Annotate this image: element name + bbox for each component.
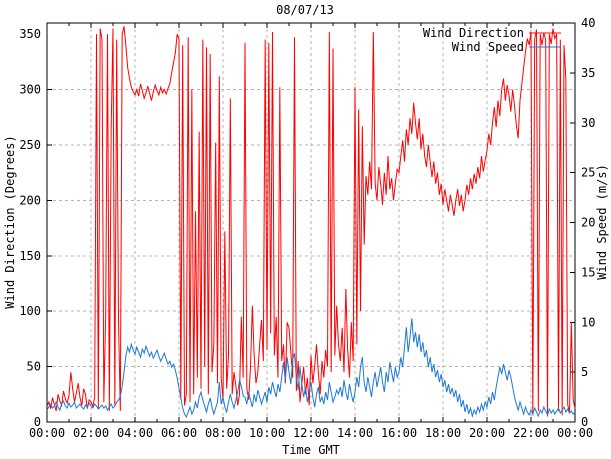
y-left-tick-label: 350 [19,27,41,41]
y-left-tick-label: 200 [19,193,41,207]
axis-ticks [46,22,576,423]
x-tick-label: 12:00 [293,426,329,440]
x-tick-label: 08:00 [205,426,241,440]
y-right-tick-label: 35 [581,66,595,80]
x-tick-label: 16:00 [381,426,417,440]
x-tick-label: 06:00 [161,426,197,440]
x-tick-label: 04:00 [117,426,153,440]
y-right-tick-label: 5 [581,365,588,379]
x-tick-label: 00:00 [557,426,593,440]
x-tick-label: 20:00 [469,426,505,440]
plot-border [46,22,576,423]
x-tick-label: 00:00 [29,426,65,440]
y-right-tick-label: 10 [581,315,595,329]
y-right-tick-label: 20 [581,216,595,230]
legend-label-wind-direction: Wind Direction [423,26,524,40]
series-wind-direction [46,26,576,417]
y-left-tick-label: 250 [19,138,41,152]
y-axis-right-label: Wind Speed (m/s) [595,164,609,280]
y-left-tick-label: 0 [34,415,41,429]
y-right-tick-labels: 0 5 10 15 20 25 30 35 40 [581,16,595,429]
y-right-tick-label: 40 [581,16,595,30]
y-left-tick-labels: 0 50 100 150 200 250 300 350 [19,27,41,429]
x-axis-label: Time GMT [282,443,340,457]
series-wind-speed [46,318,576,419]
y-right-tick-label: 0 [581,415,588,429]
y-right-tick-label: 15 [581,265,595,279]
x-tick-label: 22:00 [513,426,549,440]
x-tick-label: 14:00 [337,426,373,440]
x-tick-label: 10:00 [249,426,285,440]
x-tick-label: 18:00 [425,426,461,440]
legend-label-wind-speed: Wind Speed [452,40,524,54]
chart-title: 08/07/13 [276,3,334,17]
y-right-tick-label: 25 [581,166,595,180]
y-axis-left-label: Wind Direction (Degrees) [3,135,17,308]
y-left-tick-label: 50 [27,360,41,374]
x-tick-label: 02:00 [73,426,109,440]
data-series [46,26,576,419]
legend: Wind Direction Wind Speed [423,26,561,54]
y-left-tick-label: 300 [19,83,41,97]
x-tick-labels: 00:00 02:00 04:00 06:00 08:00 10:00 12:00 14:00… [29,426,593,440]
y-right-tick-label: 30 [581,116,595,130]
y-left-tick-label: 100 [19,304,41,318]
y-left-tick-label: 150 [19,249,41,263]
